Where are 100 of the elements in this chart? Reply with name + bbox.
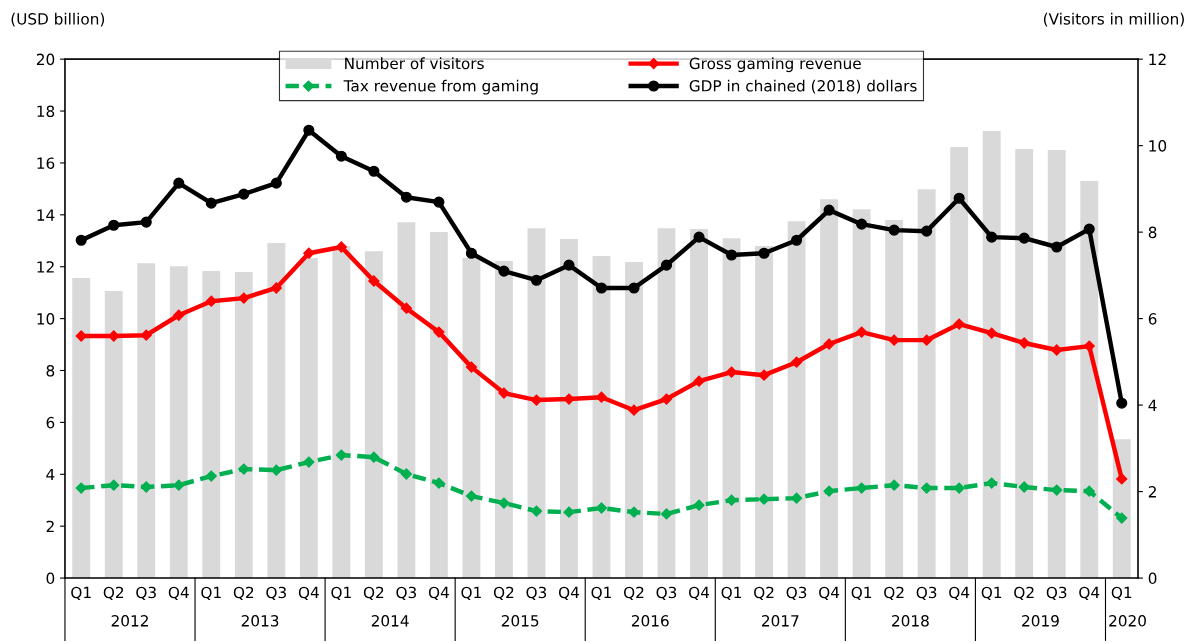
point <box>303 456 315 468</box>
point <box>205 197 217 209</box>
point <box>433 326 445 338</box>
point <box>921 334 933 346</box>
point <box>921 225 933 237</box>
point <box>888 224 900 236</box>
point <box>693 231 705 243</box>
bar <box>722 238 741 579</box>
y-tick-label: 8 <box>46 364 55 377</box>
point <box>238 292 250 304</box>
point <box>856 326 868 338</box>
x-tick-label: Q2 <box>363 586 384 600</box>
x-tick-label: Q4 <box>428 586 449 600</box>
text: 2014 <box>371 615 409 627</box>
bar <box>137 263 156 579</box>
bar <box>72 277 91 579</box>
point <box>953 192 965 204</box>
y-tick-label: 16 <box>37 157 55 169</box>
x-tick-label: Q3 <box>266 586 286 600</box>
bar <box>657 228 676 579</box>
bar <box>104 290 123 579</box>
point <box>563 506 575 518</box>
x-tick-label: Q4 <box>1079 586 1100 600</box>
point <box>465 490 478 502</box>
bar <box>1015 149 1034 579</box>
bar <box>429 232 448 579</box>
y2-tick-label: 0 <box>1148 572 1157 585</box>
point <box>1083 223 1095 235</box>
bar <box>169 266 188 579</box>
text: 2016 <box>631 615 669 627</box>
point <box>823 204 835 216</box>
text: 2018 <box>892 615 929 627</box>
point <box>595 502 608 514</box>
y-axis-title: (USD billion) <box>11 12 105 27</box>
y-tick-label: 20 <box>36 53 55 66</box>
x-tick-label: Q3 <box>786 586 807 600</box>
point <box>823 485 835 497</box>
point <box>498 497 510 509</box>
y-tick-label: 10 <box>37 313 55 325</box>
x-tick-label: Q2 <box>754 586 774 600</box>
point <box>368 275 380 287</box>
bar <box>397 222 416 579</box>
x-tick-label: Q4 <box>819 586 840 600</box>
y2-tick-label: 4 <box>1148 399 1157 411</box>
x-tick-label: Q1 <box>851 586 872 600</box>
x-tick-label: Q3 <box>656 586 677 600</box>
point <box>1083 485 1095 497</box>
y-tick-label: 18 <box>37 105 55 118</box>
x-tick-label: Q1 <box>1111 586 1132 600</box>
y2-tick-label: 12 <box>1149 53 1166 65</box>
x-tick-label: Q1 <box>331 586 351 600</box>
legend-label: Tax revenue from gaming <box>343 79 538 95</box>
y-tick-label: 0 <box>46 572 55 585</box>
point <box>270 177 282 189</box>
x-tick-label: Q1 <box>591 586 611 600</box>
point <box>1018 337 1030 349</box>
point <box>400 302 412 314</box>
x-tick-label: Q3 <box>916 586 937 600</box>
point <box>498 387 510 399</box>
point <box>660 259 673 271</box>
x-tick-label: Q3 <box>526 586 547 600</box>
point <box>303 124 315 136</box>
point <box>173 177 185 189</box>
bar <box>1047 149 1066 579</box>
point <box>725 249 738 261</box>
point <box>1051 241 1063 253</box>
x-tick-label: Q2 <box>233 586 254 600</box>
bar <box>267 242 286 579</box>
point <box>173 479 185 491</box>
point <box>563 259 575 271</box>
point <box>140 216 152 228</box>
x-tick-label: Q4 <box>949 586 970 600</box>
point <box>368 165 380 177</box>
point <box>1116 512 1128 524</box>
point <box>1116 473 1128 485</box>
y-tick-label: 4 <box>46 468 55 481</box>
x-tick-label: Q2 <box>1014 586 1034 600</box>
point <box>335 150 347 162</box>
text: 2015 <box>501 615 539 627</box>
bar <box>462 258 481 579</box>
legend-label: GDP in chained (2018) dollars <box>689 79 917 94</box>
bar <box>950 146 969 579</box>
bar <box>917 189 936 579</box>
point <box>335 241 347 253</box>
bar <box>787 221 806 579</box>
y2-tick-label: 10 <box>1149 140 1167 152</box>
point <box>986 231 998 243</box>
y-tick-label: 14 <box>37 209 55 221</box>
point <box>1018 481 1030 493</box>
point <box>173 309 185 321</box>
text: 2017 <box>762 615 799 627</box>
x-tick-label: Q4 <box>298 586 319 600</box>
point <box>888 479 900 491</box>
point <box>433 477 445 489</box>
point <box>660 508 673 520</box>
bar <box>494 261 513 579</box>
point <box>433 196 445 208</box>
point <box>303 247 315 259</box>
bar <box>820 199 839 579</box>
bar <box>885 220 904 579</box>
